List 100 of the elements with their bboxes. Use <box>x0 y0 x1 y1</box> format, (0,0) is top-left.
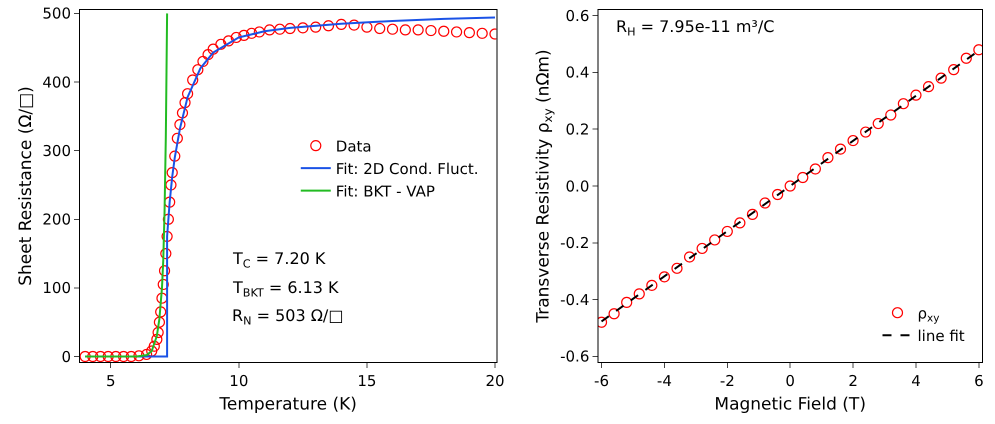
point <box>156 292 168 304</box>
point <box>179 97 191 108</box>
y-tick-label: 0.0 <box>566 177 590 196</box>
point <box>310 22 322 33</box>
point <box>102 350 114 362</box>
point <box>202 49 214 60</box>
point <box>164 196 176 208</box>
y-tick-label: 400 <box>42 73 71 92</box>
point <box>772 188 784 200</box>
point <box>872 118 884 130</box>
point <box>133 350 145 362</box>
point <box>634 288 645 300</box>
point <box>810 163 821 175</box>
point <box>722 226 733 238</box>
point <box>192 64 204 76</box>
y-tick-label: 100 <box>42 279 71 298</box>
point <box>151 334 162 345</box>
point <box>158 278 169 290</box>
point <box>162 214 174 225</box>
point <box>246 28 258 39</box>
x-tick-label: 15 <box>357 372 376 390</box>
point <box>847 134 859 146</box>
point <box>284 22 296 34</box>
y-tick-label: 0.4 <box>566 64 590 82</box>
point <box>898 98 909 110</box>
point <box>671 262 683 274</box>
y-tick-label: -0.4 <box>560 290 590 309</box>
x-tick-label: -6 <box>594 372 610 390</box>
point <box>118 350 130 362</box>
point <box>922 81 934 92</box>
point <box>759 197 771 209</box>
point <box>230 32 242 44</box>
y-tick-label: 0.2 <box>566 120 590 138</box>
point <box>166 167 178 178</box>
x-tick-label: 10 <box>229 372 248 390</box>
annotation: T$_{C}$ = 7.20 K <box>232 249 326 270</box>
point <box>152 326 164 338</box>
point <box>860 126 872 138</box>
point <box>146 345 158 357</box>
point <box>746 208 758 220</box>
point <box>336 18 347 30</box>
point <box>658 271 670 282</box>
point <box>784 180 796 192</box>
point <box>155 306 166 318</box>
annotation: T$_{BKT}$ = 6.13 K <box>232 278 340 300</box>
y-tick-label: -0.6 <box>560 348 590 366</box>
point <box>948 64 960 76</box>
point <box>696 242 708 254</box>
point <box>187 74 198 86</box>
legend-label: ρ$_{xy}$ <box>917 304 940 325</box>
point <box>476 28 488 39</box>
x-tick-label: 0 <box>785 372 795 390</box>
point <box>197 56 209 68</box>
x-tick-label: -4 <box>656 372 672 390</box>
point <box>297 22 308 34</box>
x-tick-label: 5 <box>106 372 116 390</box>
point <box>910 90 922 101</box>
point <box>386 24 398 35</box>
y-tick-label: 200 <box>42 210 71 229</box>
point <box>238 30 250 41</box>
point <box>215 38 226 50</box>
x-tick-label: 20 <box>485 372 505 390</box>
point <box>80 350 91 362</box>
point <box>608 308 620 320</box>
y-tick-label: 0 <box>61 348 71 366</box>
point <box>885 109 896 121</box>
point <box>162 230 173 242</box>
y-tick-label: 300 <box>42 142 71 160</box>
x-tick-label: 6 <box>974 372 984 390</box>
point <box>348 20 360 31</box>
point <box>361 22 373 33</box>
y-axis-title: Sheet Resistance (Ω/□) <box>16 86 36 286</box>
point <box>374 22 386 34</box>
point <box>834 144 846 155</box>
y-tick-label: 0.6 <box>566 6 590 25</box>
point <box>734 217 746 228</box>
legend-label: Fit: BKT - VAP <box>336 182 435 200</box>
point <box>264 24 276 36</box>
x-tick-label: 2 <box>848 372 858 390</box>
legend-label: Fit: 2D Cond. Fluct. <box>336 160 478 178</box>
point <box>322 20 334 32</box>
point <box>176 107 188 119</box>
point <box>684 251 696 263</box>
point <box>464 27 475 38</box>
point <box>165 179 177 191</box>
point <box>208 44 219 55</box>
x-axis-title: Magnetic Field (T) <box>714 394 866 414</box>
point <box>646 280 658 291</box>
point <box>148 340 160 352</box>
point <box>94 350 106 362</box>
x-tick-label: -2 <box>720 372 735 390</box>
point <box>174 118 186 130</box>
point <box>110 350 122 362</box>
point <box>274 24 286 35</box>
point <box>182 88 194 100</box>
point <box>709 234 720 246</box>
point <box>960 52 972 64</box>
point <box>450 26 462 38</box>
point <box>797 172 808 184</box>
x-axis-title: Temperature (K) <box>218 394 357 414</box>
